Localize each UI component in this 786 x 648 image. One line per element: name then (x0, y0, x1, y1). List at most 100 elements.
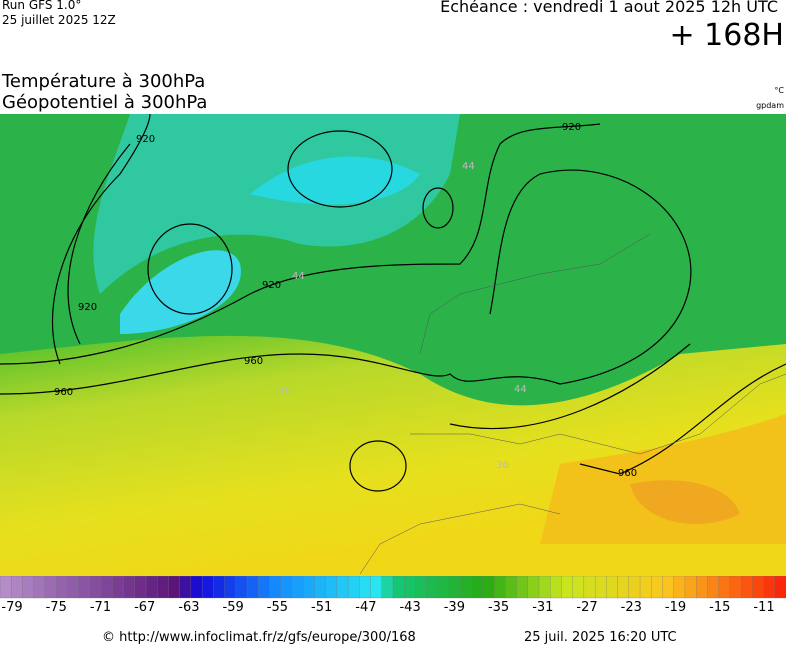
scale-swatch (11, 576, 24, 599)
scale-swatch (359, 576, 372, 599)
scale-swatch (583, 576, 596, 599)
map: 920 920 920 920 960 960 960 44 44 44 36 … (0, 114, 786, 576)
scale-swatch (55, 576, 69, 599)
run-date: 25 juillet 2025 12Z (2, 13, 116, 27)
scale-label: -11 (753, 600, 775, 615)
color-scale (0, 576, 786, 599)
scale-swatch (448, 576, 462, 599)
scale-label: -19 (664, 600, 687, 615)
scale-label: -39 (443, 600, 465, 615)
contour-label: 960 (54, 387, 73, 398)
scale-label: -31 (532, 600, 554, 615)
scale-swatch (763, 576, 776, 599)
scale-swatch (190, 576, 203, 599)
scale-swatch (729, 576, 742, 599)
scale-label: -15 (709, 600, 731, 615)
scale-swatch (628, 576, 641, 599)
scale-swatch (696, 576, 709, 599)
unit-temperature: °C (774, 86, 784, 95)
contour-label: 960 (618, 468, 637, 479)
scale-swatch (78, 576, 91, 599)
contour-label: 44 (462, 161, 475, 172)
scale-label: -79 (1, 600, 23, 615)
unit-geopotential: gpdam (756, 101, 784, 110)
coldest-region (120, 250, 241, 334)
scale-label: -59 (222, 600, 244, 615)
scale-label: -55 (266, 600, 289, 615)
contours (0, 114, 786, 492)
scale-swatch (740, 576, 753, 599)
scale-swatch (651, 576, 664, 599)
scale-swatch (67, 576, 80, 599)
scale-swatch (280, 576, 293, 599)
contour-label: 920 (562, 122, 581, 133)
scale-swatch (426, 576, 439, 599)
scale-label: -27 (576, 600, 598, 615)
scale-swatch (336, 576, 349, 599)
scale-swatch (179, 576, 192, 599)
scale-swatch (774, 576, 786, 599)
contour-label: 44 (514, 384, 527, 395)
scale-swatch (325, 576, 338, 599)
scale-swatch (606, 576, 619, 599)
run-label: Run GFS 1.0° (2, 0, 82, 12)
scale-swatch (404, 576, 417, 599)
scale-swatch (460, 576, 473, 599)
contour-label: 920 (136, 134, 155, 145)
scale-swatch (572, 576, 585, 599)
scale-swatch (662, 576, 675, 599)
scale-swatch (381, 576, 394, 599)
contour-labels: 920 920 920 920 960 960 960 44 44 44 36 … (54, 122, 637, 479)
scale-swatch (303, 576, 316, 599)
scale-swatch (516, 576, 529, 599)
scale-swatch (224, 576, 237, 599)
scale-label: -67 (134, 600, 156, 615)
scale-label: -23 (620, 600, 642, 615)
scale-label: -75 (45, 600, 67, 615)
lead-time: + 168H (669, 18, 785, 53)
source-url: © http://www.infoclimat.fr/z/gfs/europe/… (102, 630, 416, 645)
scale-swatch (157, 576, 170, 599)
scale-swatch (639, 576, 652, 599)
scale-label: -71 (89, 600, 112, 615)
contour-label: 36 (496, 460, 509, 471)
scale-swatch (123, 576, 136, 599)
scale-swatch (213, 576, 226, 599)
scale-swatch (561, 576, 574, 599)
scale-swatch (100, 576, 113, 599)
scale-swatch (291, 576, 304, 599)
scale-label: -35 (487, 600, 510, 615)
contour-label: 920 (262, 280, 281, 291)
scale-swatch (0, 576, 12, 599)
scale-swatch (89, 576, 102, 599)
scale-swatch (347, 576, 360, 599)
scale-swatch (112, 576, 125, 599)
scale-swatch (684, 576, 697, 599)
scale-swatch (673, 576, 686, 599)
scale-swatch (269, 576, 282, 599)
scale-swatch (707, 576, 720, 599)
scale-swatch (235, 576, 248, 599)
scale-swatch (550, 576, 563, 599)
scale-swatch (493, 576, 506, 599)
scale-swatch (392, 576, 405, 599)
scale-swatch (527, 576, 540, 599)
scale-label: -63 (178, 600, 200, 615)
scale-label: -51 (311, 600, 333, 615)
scale-swatch (22, 576, 35, 599)
scale-swatch (482, 576, 495, 599)
scale-swatch (594, 576, 607, 599)
contour-label: 44 (292, 271, 305, 282)
title-temperature: Température à 300hPa (2, 71, 206, 92)
scale-swatch (617, 576, 630, 599)
generated-time: 25 juil. 2025 16:20 UTC (524, 630, 677, 645)
scale-swatch (415, 576, 428, 599)
scale-label: -43 (399, 600, 421, 615)
scale-swatch (145, 576, 158, 599)
contour-label: 920 (78, 302, 97, 313)
valid-time: Echéance : vendredi 1 aout 2025 12h UTC (440, 0, 778, 16)
scale-swatch (505, 576, 518, 599)
scale-swatch (718, 576, 731, 599)
scale-swatch (168, 576, 181, 599)
